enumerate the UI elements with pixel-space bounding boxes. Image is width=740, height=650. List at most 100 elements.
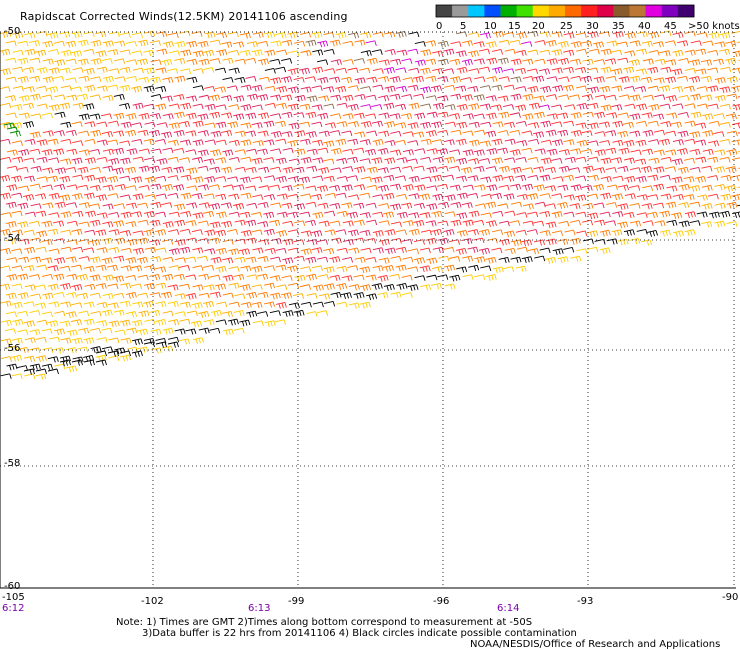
wind-barb xyxy=(47,228,59,235)
wind-barb xyxy=(330,237,342,244)
wind-barb xyxy=(514,67,526,75)
wind-barb xyxy=(114,237,126,245)
wind-barb xyxy=(35,355,47,362)
wind-barb xyxy=(185,112,197,120)
wind-barb xyxy=(551,67,563,74)
wind-barb xyxy=(239,211,251,218)
wind-barb xyxy=(108,31,120,38)
wind-barb xyxy=(479,103,491,110)
wind-barb xyxy=(155,67,167,74)
wind-barb xyxy=(78,310,90,317)
wind-barb xyxy=(9,130,21,137)
wind-barb xyxy=(660,30,672,37)
wind-barb xyxy=(324,122,336,129)
wind-barb xyxy=(41,363,53,370)
wind-barb xyxy=(538,68,550,75)
wind-barb xyxy=(617,203,629,211)
wind-barb xyxy=(437,165,449,172)
wind-barb xyxy=(234,293,246,299)
wind-barb xyxy=(161,131,173,139)
wind-barb xyxy=(185,274,197,280)
wind-barb xyxy=(719,138,731,145)
wind-barb xyxy=(269,219,281,226)
wind-barb xyxy=(119,350,131,357)
wind-barb xyxy=(402,256,414,263)
wind-barb xyxy=(599,229,611,237)
wind-barb xyxy=(390,149,402,156)
wind-barb xyxy=(377,292,389,299)
wind-barb xyxy=(78,221,90,228)
wind-barb xyxy=(257,202,269,209)
wind-barb xyxy=(71,228,83,236)
wind-barb xyxy=(341,202,353,209)
wind-barb xyxy=(0,156,12,163)
wind-barb xyxy=(305,273,318,281)
wind-barb xyxy=(125,257,137,264)
wind-barb xyxy=(294,220,306,227)
wind-barb xyxy=(29,75,41,83)
wind-barb xyxy=(341,275,353,282)
wind-barb xyxy=(641,203,653,210)
lon-label-90: -90 xyxy=(722,592,739,603)
wind-barb xyxy=(47,86,59,93)
wind-barb xyxy=(480,121,492,128)
wind-barb xyxy=(228,248,240,256)
wind-barb xyxy=(539,247,551,254)
wind-barb xyxy=(180,174,192,181)
wind-barb xyxy=(204,248,216,255)
wind-barb xyxy=(221,95,233,102)
wind-barb xyxy=(258,166,270,173)
wind-barb xyxy=(647,174,659,181)
wind-barb xyxy=(623,66,635,74)
wind-barb xyxy=(287,247,299,254)
wind-barb xyxy=(324,68,336,74)
wind-barb xyxy=(365,238,377,244)
wind-barb xyxy=(474,76,486,82)
wind-barb xyxy=(245,76,257,82)
wind-barb xyxy=(544,166,556,174)
wind-barb xyxy=(323,86,335,93)
wind-barb xyxy=(11,301,23,309)
wind-barb xyxy=(545,257,557,264)
wind-barb xyxy=(557,184,569,191)
wind-barb xyxy=(90,40,102,47)
wind-barb xyxy=(0,356,12,362)
wind-barb xyxy=(570,148,582,155)
wind-barb xyxy=(132,156,144,163)
wind-barb xyxy=(431,266,443,273)
wind-barb xyxy=(695,122,707,129)
wind-barb xyxy=(564,104,576,110)
wind-barb xyxy=(251,49,263,57)
wind-barb xyxy=(48,301,60,308)
wind-barb xyxy=(479,140,491,147)
wind-barb xyxy=(456,157,468,165)
wind-barb xyxy=(340,292,352,300)
wind-barb xyxy=(730,85,740,93)
wind-barb xyxy=(372,247,384,254)
wind-barb xyxy=(659,103,671,110)
wind-barb xyxy=(707,156,719,163)
wind-barb xyxy=(522,58,534,65)
wind-barb xyxy=(180,210,192,218)
wind-barb xyxy=(629,75,641,83)
wind-barb xyxy=(108,247,120,254)
wind-barb xyxy=(90,129,102,137)
wind-barb xyxy=(485,201,497,209)
wind-barb xyxy=(161,291,173,299)
wind-barb xyxy=(714,184,726,191)
wind-barb xyxy=(360,247,372,254)
wind-barb xyxy=(60,138,72,145)
wind-barb xyxy=(174,311,186,317)
wind-barb xyxy=(359,229,371,237)
wind-barb xyxy=(60,211,72,219)
wind-barb xyxy=(360,176,372,183)
wind-barb xyxy=(479,32,491,39)
wind-barb xyxy=(442,174,455,181)
wind-barb xyxy=(275,302,287,309)
wind-barb xyxy=(353,202,365,209)
wind-barb xyxy=(462,149,474,157)
wind-barb xyxy=(287,229,299,235)
wind-barb xyxy=(239,319,251,327)
wind-barb xyxy=(594,238,606,245)
wind-barb xyxy=(203,49,215,57)
